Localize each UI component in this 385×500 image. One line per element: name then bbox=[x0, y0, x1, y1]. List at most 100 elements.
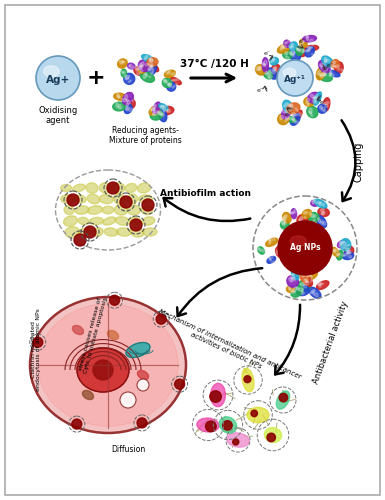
Ellipse shape bbox=[126, 342, 150, 357]
Ellipse shape bbox=[309, 198, 313, 202]
Ellipse shape bbox=[306, 36, 308, 38]
Ellipse shape bbox=[305, 278, 308, 282]
Ellipse shape bbox=[159, 106, 174, 115]
Ellipse shape bbox=[151, 72, 153, 74]
Ellipse shape bbox=[276, 246, 284, 258]
Ellipse shape bbox=[301, 48, 304, 50]
Ellipse shape bbox=[93, 228, 103, 236]
Ellipse shape bbox=[299, 217, 303, 222]
Circle shape bbox=[156, 314, 166, 324]
Circle shape bbox=[277, 60, 313, 96]
Circle shape bbox=[175, 379, 185, 389]
Ellipse shape bbox=[126, 106, 128, 110]
Ellipse shape bbox=[282, 107, 291, 119]
Ellipse shape bbox=[127, 205, 141, 215]
Ellipse shape bbox=[321, 107, 325, 110]
Ellipse shape bbox=[145, 74, 148, 76]
Text: Mechanism of internalization and anticancer
activities of biotic NPs: Mechanism of internalization and antican… bbox=[154, 308, 302, 386]
Ellipse shape bbox=[79, 228, 92, 235]
Ellipse shape bbox=[287, 276, 298, 287]
Ellipse shape bbox=[166, 72, 171, 74]
Ellipse shape bbox=[320, 64, 325, 66]
Ellipse shape bbox=[129, 66, 132, 69]
Ellipse shape bbox=[313, 198, 316, 201]
Ellipse shape bbox=[64, 206, 74, 214]
Text: Reducing agents-
Mixture of proteins: Reducing agents- Mixture of proteins bbox=[109, 126, 181, 146]
Ellipse shape bbox=[292, 116, 295, 120]
Ellipse shape bbox=[166, 110, 169, 112]
Ellipse shape bbox=[318, 283, 323, 285]
Ellipse shape bbox=[265, 72, 268, 74]
Ellipse shape bbox=[283, 215, 287, 218]
Ellipse shape bbox=[306, 281, 309, 285]
Ellipse shape bbox=[134, 67, 142, 76]
FancyArrowPatch shape bbox=[341, 120, 355, 201]
Ellipse shape bbox=[142, 217, 155, 225]
Ellipse shape bbox=[272, 67, 276, 71]
Ellipse shape bbox=[291, 290, 293, 294]
Ellipse shape bbox=[289, 109, 292, 110]
Ellipse shape bbox=[322, 56, 333, 67]
Ellipse shape bbox=[115, 216, 130, 226]
Text: 37°C /120 H: 37°C /120 H bbox=[179, 59, 248, 69]
Ellipse shape bbox=[269, 70, 271, 75]
Ellipse shape bbox=[313, 215, 316, 218]
Ellipse shape bbox=[280, 220, 289, 229]
Ellipse shape bbox=[308, 112, 312, 114]
Circle shape bbox=[72, 419, 82, 429]
Ellipse shape bbox=[339, 244, 342, 247]
Ellipse shape bbox=[285, 52, 288, 55]
FancyArrowPatch shape bbox=[275, 305, 300, 374]
Ellipse shape bbox=[288, 40, 291, 42]
Ellipse shape bbox=[75, 195, 86, 203]
Ellipse shape bbox=[164, 70, 175, 78]
Ellipse shape bbox=[103, 217, 116, 225]
Ellipse shape bbox=[278, 44, 291, 53]
Ellipse shape bbox=[335, 62, 343, 74]
Ellipse shape bbox=[333, 61, 335, 64]
Ellipse shape bbox=[127, 100, 130, 104]
Text: Clathrin mediated
endocytosis of atomic NPs: Clathrin mediated endocytosis of atomic … bbox=[30, 308, 42, 392]
Ellipse shape bbox=[272, 71, 275, 74]
Ellipse shape bbox=[150, 110, 163, 120]
Ellipse shape bbox=[341, 241, 345, 243]
Ellipse shape bbox=[65, 226, 79, 237]
Ellipse shape bbox=[136, 72, 140, 75]
Ellipse shape bbox=[287, 116, 290, 120]
Ellipse shape bbox=[152, 104, 155, 106]
Ellipse shape bbox=[302, 210, 311, 218]
Ellipse shape bbox=[291, 270, 299, 280]
Ellipse shape bbox=[132, 66, 135, 68]
Ellipse shape bbox=[117, 228, 131, 236]
Ellipse shape bbox=[290, 42, 298, 50]
Ellipse shape bbox=[280, 247, 281, 251]
Ellipse shape bbox=[293, 291, 296, 293]
Ellipse shape bbox=[119, 107, 122, 109]
Ellipse shape bbox=[126, 75, 129, 79]
Ellipse shape bbox=[302, 51, 304, 52]
Ellipse shape bbox=[296, 46, 304, 56]
Ellipse shape bbox=[305, 46, 315, 57]
Ellipse shape bbox=[291, 46, 294, 50]
Ellipse shape bbox=[313, 219, 315, 222]
Ellipse shape bbox=[296, 48, 298, 50]
Ellipse shape bbox=[211, 384, 226, 406]
Ellipse shape bbox=[281, 220, 285, 224]
Circle shape bbox=[137, 418, 147, 428]
Ellipse shape bbox=[146, 64, 157, 76]
Ellipse shape bbox=[124, 94, 127, 100]
Ellipse shape bbox=[293, 227, 296, 230]
Ellipse shape bbox=[313, 97, 318, 98]
Circle shape bbox=[120, 196, 132, 208]
Ellipse shape bbox=[300, 40, 307, 48]
Ellipse shape bbox=[150, 54, 152, 57]
Ellipse shape bbox=[273, 238, 275, 240]
Ellipse shape bbox=[114, 194, 126, 204]
Ellipse shape bbox=[321, 66, 322, 69]
Ellipse shape bbox=[297, 215, 309, 227]
Ellipse shape bbox=[114, 205, 127, 215]
Ellipse shape bbox=[152, 112, 157, 116]
Ellipse shape bbox=[318, 60, 330, 72]
Ellipse shape bbox=[300, 270, 309, 282]
Ellipse shape bbox=[323, 72, 327, 76]
